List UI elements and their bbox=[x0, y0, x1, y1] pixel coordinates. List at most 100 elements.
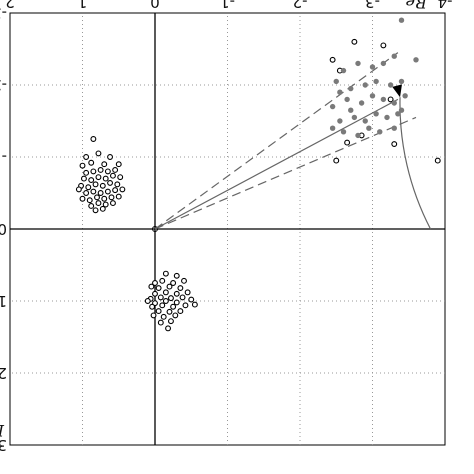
open-point bbox=[152, 290, 158, 297]
filled-point bbox=[387, 82, 394, 88]
open-point bbox=[97, 167, 104, 173]
filled-point bbox=[362, 118, 368, 124]
open-point bbox=[88, 203, 95, 209]
filled-point bbox=[391, 100, 397, 106]
open-point bbox=[97, 190, 104, 196]
filled-point bbox=[337, 118, 343, 124]
open-point bbox=[152, 280, 158, 286]
x-tick-label: -3 bbox=[365, 0, 380, 11]
open-point bbox=[81, 175, 87, 182]
filled-point bbox=[366, 125, 372, 131]
open-point bbox=[182, 302, 189, 309]
filled-point bbox=[369, 93, 376, 99]
filled-point bbox=[348, 107, 354, 113]
open-point bbox=[177, 308, 184, 315]
filled-point bbox=[362, 82, 368, 88]
x-tick-label: -1 bbox=[220, 0, 235, 11]
open-point bbox=[173, 272, 180, 279]
open-point bbox=[170, 280, 177, 286]
open-point bbox=[148, 283, 155, 290]
open-point bbox=[99, 205, 106, 212]
open-point bbox=[95, 200, 102, 207]
open-point bbox=[107, 154, 113, 160]
open-point bbox=[92, 207, 99, 214]
filled-point bbox=[340, 67, 347, 74]
open-point bbox=[329, 56, 336, 63]
open-point bbox=[333, 157, 340, 164]
filled-point bbox=[373, 111, 379, 117]
cone-upper-bound bbox=[154, 52, 399, 230]
filled-point bbox=[344, 96, 350, 103]
open-point bbox=[108, 194, 115, 201]
open-point bbox=[173, 290, 180, 297]
open-point bbox=[115, 161, 122, 168]
open-point bbox=[107, 179, 113, 186]
open-point bbox=[391, 141, 398, 147]
filled-point bbox=[377, 129, 383, 135]
open-point bbox=[90, 168, 97, 175]
open-point bbox=[95, 174, 102, 181]
open-point bbox=[162, 289, 169, 296]
open-point bbox=[88, 177, 95, 183]
filled-point bbox=[391, 125, 397, 131]
open-point bbox=[168, 318, 174, 325]
open-point bbox=[90, 188, 97, 195]
open-point bbox=[351, 38, 358, 45]
y-tick-labels: -3 -2 -1 0 1 2 3 bbox=[0, 4, 7, 454]
open-point bbox=[119, 186, 126, 193]
filled-point bbox=[340, 129, 347, 135]
open-point bbox=[165, 325, 171, 332]
open-point bbox=[159, 277, 166, 284]
open-point bbox=[99, 182, 106, 189]
open-point bbox=[159, 302, 166, 309]
open-point bbox=[115, 193, 122, 200]
open-point bbox=[79, 162, 86, 169]
open-point bbox=[181, 277, 187, 284]
open-point bbox=[110, 200, 116, 207]
open-point bbox=[88, 159, 95, 166]
filled-point bbox=[373, 78, 379, 85]
x-tick-label: 0 bbox=[150, 0, 160, 11]
filled-point bbox=[380, 96, 387, 103]
arrowhead bbox=[392, 84, 402, 98]
open-point bbox=[166, 283, 173, 290]
x-tick-label: 1 bbox=[78, 0, 88, 11]
cone-annotation bbox=[154, 52, 432, 230]
open-point bbox=[112, 187, 119, 194]
open-point bbox=[104, 188, 111, 195]
open-point bbox=[387, 96, 394, 103]
open-point bbox=[102, 175, 109, 182]
open-point bbox=[184, 289, 191, 296]
y-tick-label: -3 bbox=[0, 4, 7, 22]
open-point bbox=[160, 313, 167, 320]
filled-point bbox=[355, 132, 361, 139]
open-point bbox=[110, 172, 116, 179]
x-axis-label: Re bbox=[405, 0, 428, 12]
open-point bbox=[83, 190, 90, 196]
open-point bbox=[177, 285, 184, 291]
x-tick-label: 2 bbox=[5, 0, 15, 11]
filled-point bbox=[329, 125, 336, 131]
open-point bbox=[85, 184, 92, 191]
open-point bbox=[155, 285, 162, 291]
x-tick-label: -4 bbox=[438, 0, 453, 11]
open-point bbox=[75, 186, 82, 193]
open-point bbox=[95, 150, 102, 157]
open-point bbox=[83, 169, 90, 176]
open-point bbox=[101, 161, 108, 168]
open-point bbox=[86, 197, 93, 204]
y-tick-label: 0 bbox=[0, 220, 7, 238]
filled-point bbox=[398, 107, 405, 113]
filled-point bbox=[355, 60, 361, 67]
filled-point bbox=[333, 78, 339, 85]
open-point bbox=[94, 194, 100, 201]
open-point bbox=[380, 42, 387, 49]
x-tick-label: -2 bbox=[293, 0, 308, 11]
open-point bbox=[90, 136, 97, 142]
open-point bbox=[149, 303, 156, 310]
open-point bbox=[155, 308, 162, 315]
open-point bbox=[173, 299, 180, 306]
open-point bbox=[166, 308, 173, 315]
filled-point bbox=[348, 85, 354, 92]
open-point bbox=[157, 294, 164, 301]
